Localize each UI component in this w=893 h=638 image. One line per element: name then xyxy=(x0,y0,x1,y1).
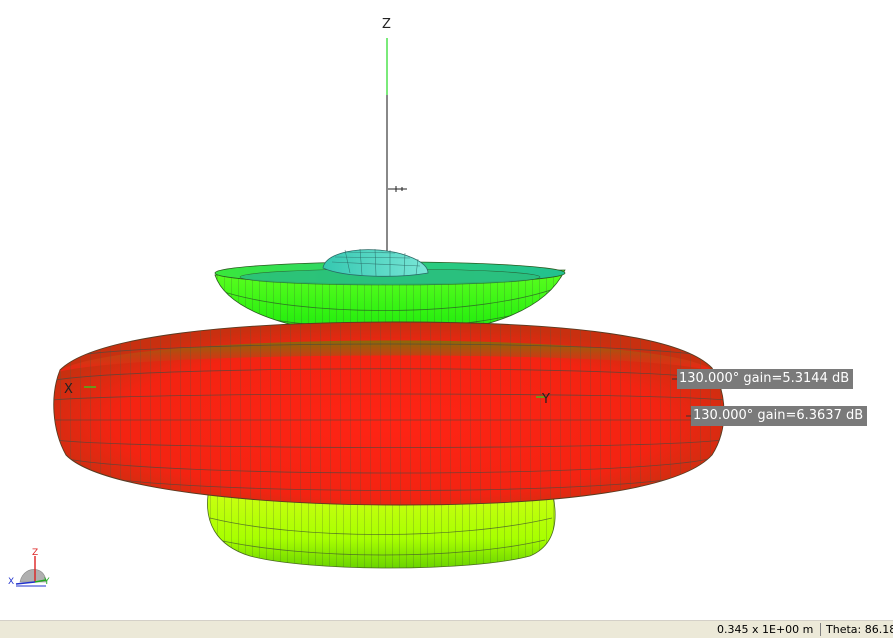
z-axis-tick xyxy=(388,186,407,192)
3d-pattern-viewport[interactable]: Z xyxy=(0,0,893,620)
svg-text:Y: Y xyxy=(43,577,50,587)
x-axis-label: X xyxy=(64,382,73,397)
orientation-triad-icon: Z Y X xyxy=(8,548,50,587)
lower-side-lobe xyxy=(207,494,556,569)
theta-readout: Theta: 86.18 xyxy=(826,623,893,636)
y-axis-label: Y xyxy=(541,392,550,407)
status-bar: 0.345 x 1E+00 m Theta: 86.18 xyxy=(0,620,893,638)
radiation-pattern-scene: Z xyxy=(53,17,725,569)
z-axis-label: Z xyxy=(382,17,391,32)
svg-text:Z: Z xyxy=(32,548,38,558)
scale-readout: 0.345 x 1E+00 m xyxy=(717,623,814,636)
svg-text:X: X xyxy=(8,577,14,587)
gain-readout-tag: 130.000° gain=5.3144 dB xyxy=(677,369,854,389)
gain-readout-tag: 130.000° gain=6.3637 dB xyxy=(691,406,868,426)
top-lobe xyxy=(322,248,429,277)
status-separator xyxy=(820,623,821,636)
main-lobe xyxy=(53,321,725,506)
